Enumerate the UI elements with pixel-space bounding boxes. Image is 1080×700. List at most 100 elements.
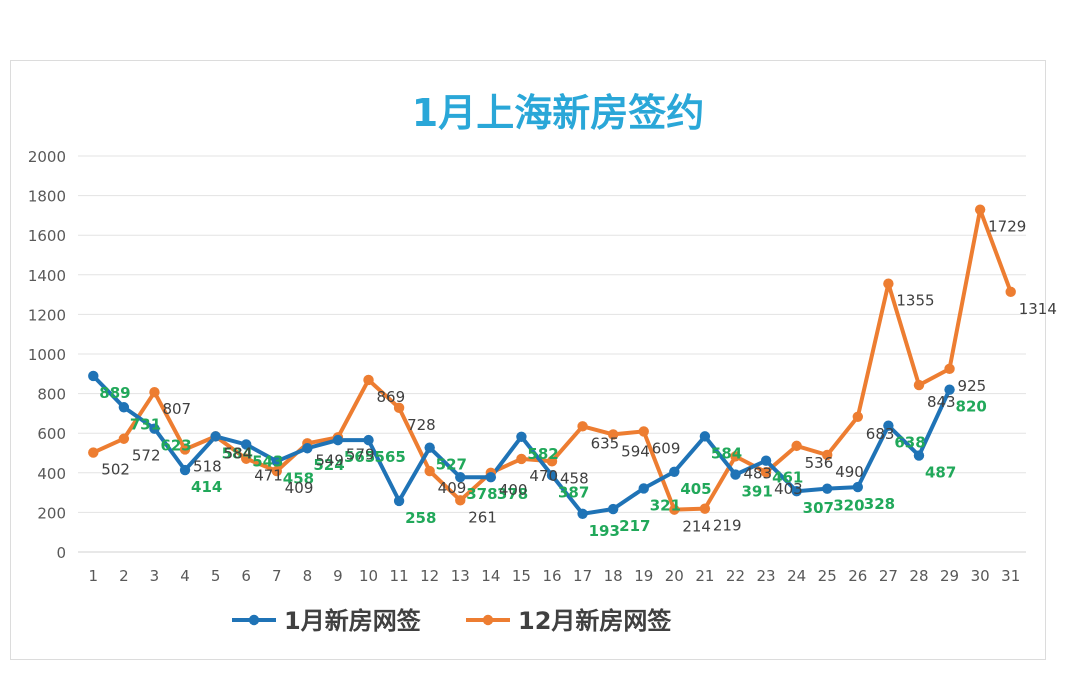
data-label: 518 (193, 457, 222, 475)
data-label: 378 (497, 485, 528, 503)
data-label: 321 (650, 496, 681, 514)
data-point (179, 444, 191, 455)
data-point (944, 363, 955, 375)
data-label: 536 (805, 454, 834, 472)
data-point (577, 508, 588, 519)
data-point (240, 453, 252, 464)
data-point (638, 426, 649, 437)
data-label: 400 (499, 481, 528, 499)
data-label: 471 (254, 467, 283, 485)
y-tick-label: 600 (37, 425, 66, 443)
x-tick-label: 2 (119, 567, 129, 585)
y-tick-label: 1200 (28, 306, 66, 324)
data-point (118, 402, 130, 413)
legend-marker (248, 614, 260, 626)
x-tick-label: 14 (481, 567, 500, 585)
data-label: 543 (252, 452, 283, 470)
y-tick-label: 800 (37, 386, 66, 404)
data-point (149, 423, 160, 434)
data-point (363, 374, 374, 386)
data-label: 1729 (988, 218, 1026, 236)
data-point (455, 471, 466, 483)
data-label: 572 (132, 447, 161, 465)
x-tick-label: 17 (573, 567, 592, 585)
data-label: 261 (468, 508, 497, 526)
y-tick-label: 0 (56, 544, 66, 562)
data-point (485, 471, 497, 483)
data-point (760, 455, 772, 466)
data-label: 623 (160, 437, 191, 455)
x-tick-label: 6 (241, 567, 251, 585)
y-tick-label: 400 (37, 465, 66, 483)
data-point (88, 370, 99, 382)
legend-marker (482, 614, 494, 626)
x-tick-label: 27 (879, 567, 898, 585)
data-point (118, 433, 130, 444)
data-label: 483 (743, 464, 772, 482)
data-label: 405 (680, 480, 711, 498)
y-axis: 0 200 400 600 800 1000 1200 1400 1600 1800 2000 (28, 148, 66, 562)
x-tick-label: 28 (909, 567, 928, 585)
x-tick-label: 11 (390, 567, 409, 585)
data-label: 307 (803, 499, 834, 517)
data-label: 1355 (896, 292, 934, 310)
x-tick-label: 8 (303, 567, 313, 585)
data-label: 458 (560, 469, 589, 487)
data-point (577, 421, 588, 432)
data-label: 490 (835, 463, 864, 481)
data-point (669, 504, 680, 515)
data-label: 594 (621, 442, 650, 460)
data-label: 731 (130, 415, 161, 433)
data-label: 889 (99, 384, 130, 402)
data-label: 925 (958, 377, 987, 395)
chart-frame (10, 60, 1046, 660)
data-label: 1314 (1019, 300, 1057, 318)
x-tick-label: 21 (695, 567, 714, 585)
data-point (1005, 286, 1016, 298)
data-label: 258 (405, 509, 436, 527)
x-tick-label: 15 (512, 567, 531, 585)
data-label: 584 (222, 444, 253, 462)
data-label: 527 (436, 456, 467, 474)
data-point (210, 431, 221, 442)
data-point (424, 465, 435, 477)
x-tick-label: 26 (848, 567, 867, 585)
data-point (546, 470, 558, 481)
gridlines (78, 155, 1026, 553)
data-point (302, 443, 313, 454)
legend: 1月新房网签 12月新房网签 (232, 607, 672, 635)
data-point (791, 440, 802, 452)
data-label: 391 (741, 483, 772, 501)
data-point (852, 481, 864, 493)
data-label: 403 (774, 480, 803, 498)
data-point (516, 453, 527, 465)
x-tick-label: 30 (971, 567, 990, 585)
data-label: 461 (772, 469, 803, 487)
data-label: 193 (589, 522, 620, 540)
x-tick-label: 5 (211, 567, 221, 585)
x-tick-label: 24 (787, 567, 806, 585)
data-label: 219 (713, 517, 742, 535)
data-point (883, 420, 894, 431)
data-point (699, 431, 711, 442)
data-label: 582 (527, 445, 558, 463)
x-tick-label: 31 (1001, 567, 1020, 585)
y-tick-label: 2000 (28, 148, 66, 166)
y-tick-label: 1400 (28, 267, 66, 285)
data-label: 609 (652, 439, 681, 457)
data-label: 458 (283, 469, 314, 487)
data-label: 502 (101, 461, 130, 479)
x-tick-label: 23 (757, 567, 776, 585)
data-point (913, 379, 925, 391)
y-tick-label: 1600 (28, 227, 66, 245)
data-point (730, 469, 741, 480)
y-tick-label: 200 (37, 504, 66, 522)
data-label: 683 (866, 425, 895, 443)
data-point (546, 456, 558, 467)
data-point (179, 464, 191, 476)
chart-title: 1月上海新房签约 (412, 91, 704, 135)
data-label: 409 (285, 479, 314, 497)
data-point (822, 449, 833, 461)
